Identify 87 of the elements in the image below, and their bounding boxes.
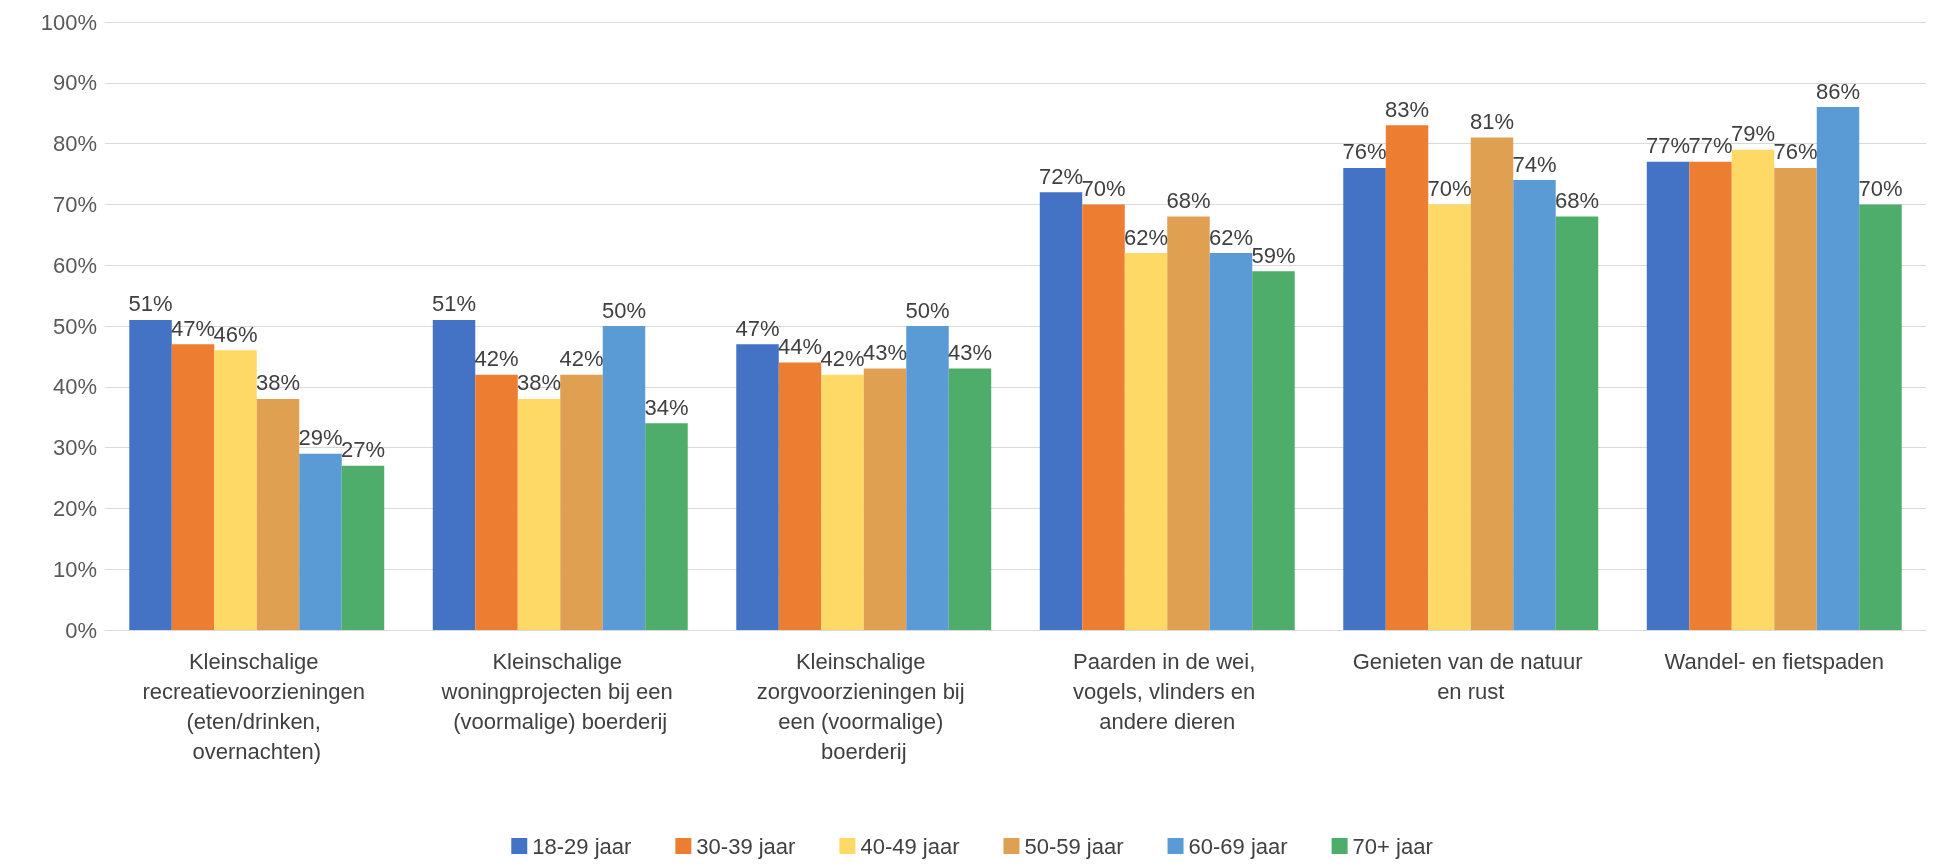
legend-label: 50-59 jaar (1024, 833, 1124, 859)
data-label: 50% (905, 297, 950, 323)
x-tick-label: Genieten van de natuur en rust (1352, 648, 1589, 704)
bar (645, 423, 688, 630)
bar (1646, 161, 1690, 630)
data-label: 59% (1251, 242, 1296, 268)
bar (1167, 216, 1210, 630)
data-label: 70% (1858, 175, 1903, 201)
data-label: 77% (1646, 133, 1691, 159)
data-label: 81% (1469, 109, 1515, 135)
y-tick-label: 20% (52, 495, 97, 521)
data-label: 83% (1384, 96, 1430, 122)
bar (1731, 149, 1775, 630)
y-tick-label: 50% (52, 313, 97, 339)
data-label: 76% (1773, 139, 1818, 165)
bar (778, 362, 822, 630)
data-label: 50% (601, 297, 647, 323)
bar (256, 398, 300, 630)
y-tick-label: 40% (52, 374, 97, 400)
bar (171, 344, 215, 630)
bar (1513, 180, 1556, 630)
bar (1385, 125, 1429, 630)
x-tick-label: Kleinschalige zorgvoorzieningen bij een (voormalige) boerderij (756, 648, 971, 764)
y-tick-label: 70% (52, 191, 97, 217)
bar (906, 326, 949, 630)
y-tick-label: 100% (40, 9, 97, 35)
data-label: 47% (735, 315, 780, 341)
data-label: 68% (1166, 188, 1211, 214)
bar (948, 368, 992, 630)
bar (1859, 204, 1902, 630)
data-label: 77% (1688, 133, 1733, 159)
data-label: 38% (255, 370, 301, 396)
bar (863, 368, 907, 630)
legend-label: 60-69 jaar (1188, 833, 1288, 859)
y-tick-label: 90% (52, 70, 97, 96)
data-label: 34% (644, 394, 689, 420)
bar (1039, 192, 1083, 630)
legend-label: 30-39 jaar (696, 833, 796, 859)
bar (560, 374, 603, 630)
bar (432, 319, 476, 630)
bar (1470, 137, 1514, 630)
x-tick-label: Kleinschalige recreatievoorzieningen (eten/drinken, overnachten) (142, 648, 372, 764)
data-label: 74% (1512, 151, 1557, 177)
data-label: 42% (474, 346, 519, 372)
bar (214, 350, 257, 630)
data-label: 86% (1815, 78, 1861, 104)
data-label: 68% (1554, 188, 1599, 214)
legend-label: 18-29 jaar (532, 833, 632, 859)
data-label: 29% (298, 425, 343, 451)
data-label: 76% (1342, 139, 1387, 165)
bar (1555, 216, 1599, 630)
x-tick-label: Paarden in de wei, vogels, vlinders en andere dieren (1073, 648, 1262, 734)
bar (341, 465, 385, 630)
x-tick-label: Wandel- en fietspaden (1664, 648, 1884, 674)
data-label: 46% (213, 321, 258, 347)
bar (475, 374, 518, 630)
y-tick-label: 10% (52, 556, 97, 582)
y-tick-label: 30% (52, 435, 97, 461)
data-label: 51% (432, 291, 477, 317)
bar (517, 398, 561, 630)
bar (1343, 167, 1386, 630)
bar (129, 319, 172, 630)
bar (1689, 161, 1732, 630)
bar (1252, 271, 1295, 630)
legend-label: 70+ jaar (1352, 833, 1433, 859)
bar (1209, 253, 1253, 630)
bar (736, 344, 779, 630)
data-label: 70% (1427, 175, 1472, 201)
data-label: 72% (1039, 163, 1084, 189)
data-label: 51% (128, 291, 173, 317)
data-label: 42% (559, 346, 604, 372)
data-label: 62% (1208, 224, 1254, 250)
y-tick-label: 80% (52, 131, 97, 157)
bar (299, 453, 342, 630)
data-label: 42% (820, 346, 865, 372)
x-tick-label: Kleinschalige woningprojecten bij een (voormalige) boerderij (440, 648, 679, 734)
bar (821, 374, 864, 630)
bar (602, 326, 646, 630)
y-tick-label: 60% (52, 252, 97, 278)
y-tick-label: 0% (65, 617, 97, 643)
bar (1124, 253, 1168, 630)
bar (1774, 167, 1817, 630)
bar (1816, 107, 1860, 630)
bar (1082, 204, 1125, 630)
bar (1428, 204, 1471, 630)
data-label: 70% (1081, 175, 1126, 201)
legend-label: 40-49 jaar (860, 833, 960, 859)
